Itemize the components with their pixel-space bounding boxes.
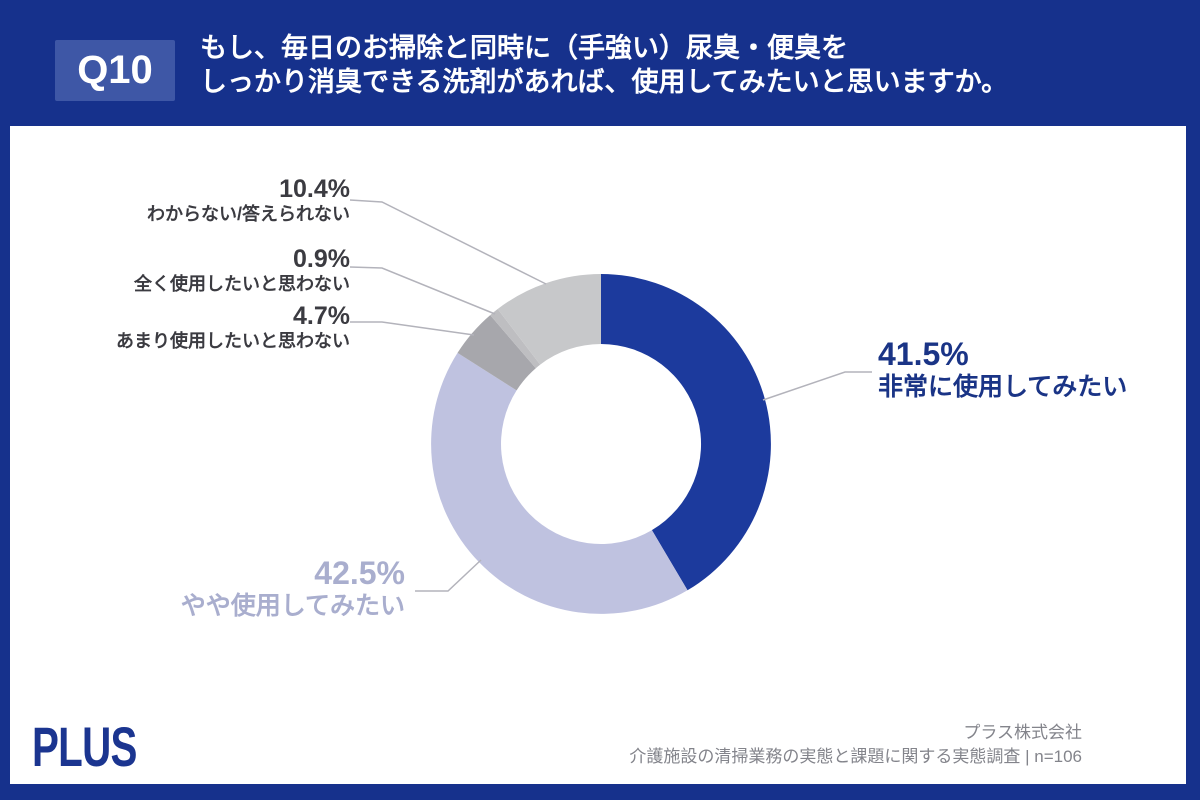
footer-company: プラス株式会社 (963, 723, 1082, 742)
callout-wakaranai-label: わからない/答えられない (147, 204, 350, 224)
callout-amari-percent: 4.7% (293, 302, 350, 330)
callout-hijouni-percent: 41.5% (878, 336, 969, 372)
question-title-line1: もし、毎日のお掃除と同時に（手強い）尿臭・便臭を (200, 33, 848, 63)
callout-wakaranai: 10.4% わからない/答えられない (50, 176, 350, 226)
callout-hijouni-label: 非常に使用してみたい (878, 373, 1128, 401)
callout-amari-label: あまり使用したいと思わない (116, 331, 350, 351)
callout-hijouni: 41.5% 非常に使用してみたい (878, 337, 1127, 402)
callout-mattaku-percent: 0.9% (293, 245, 350, 273)
question-title-line2: しっかり消臭できる洗剤があれば、使用してみたいと思いますか。 (200, 67, 1009, 97)
question-badge: Q10 (55, 40, 175, 101)
callout-yaya: 42.5% やや使用してみたい (105, 556, 405, 621)
callout-yaya-label: やや使用してみたい (180, 592, 405, 620)
footer-survey: 介護施設の清掃業務の実態と課題に関する実態調査 | n=106 (629, 747, 1082, 766)
callout-wakaranai-percent: 10.4% (279, 175, 350, 203)
callout-yaya-percent: 42.5% (314, 555, 405, 591)
footer-note: プラス株式会社 介護施設の清掃業務の実態と課題に関する実態調査 | n=106 (629, 721, 1082, 769)
callout-mattaku: 0.9% 全く使用したいと思わない (50, 246, 350, 296)
callout-amari: 4.7% あまり使用したいと思わない (50, 303, 350, 353)
plus-logo: PLUS (32, 715, 137, 778)
callout-mattaku-label: 全く使用したいと思わない (134, 274, 350, 294)
question-title: もし、毎日のお掃除と同時に（手強い）尿臭・便臭を しっかり消臭できる洗剤があれば… (200, 31, 1008, 99)
